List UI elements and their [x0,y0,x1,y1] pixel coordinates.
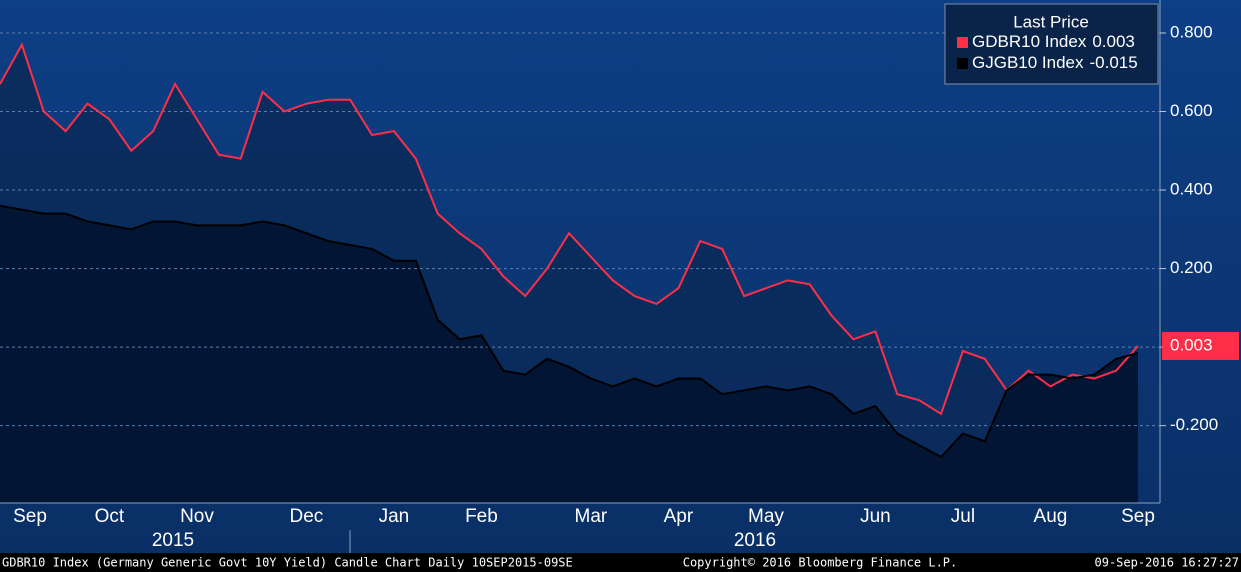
x-tick-label: Sep [1121,506,1155,527]
y-tick-label: 0.400 [1170,180,1213,199]
legend-entry: GJGB10 Index -0.015 [972,53,1138,72]
plot-area [0,32,1160,504]
series-line [0,42,1139,416]
x-tick-label: Jul [951,506,975,527]
x-tick-label: Sep [13,506,47,527]
footer-text: Copyright© 2016 Bloomberg Finance L.P. [683,556,958,570]
footer-text: GDBR10 Index (Germany Generic Govt 10Y Y… [2,556,573,570]
legend-value: -0.015 [1090,53,1138,72]
x-tick-label: Oct [95,506,125,527]
legend-name: GDBR10 Index [972,32,1087,51]
y-tick-label: 0.800 [1170,22,1213,41]
legend-entry: GDBR10 Index 0.003 [972,32,1135,51]
legend-title: Last Price [1013,12,1089,31]
x-tick-label: Jan [379,506,410,527]
y-tick-label: -0.200 [1170,415,1218,434]
footer-text: 09-Sep-2016 16:27:27 [1095,556,1240,570]
year-label: 2015 [152,530,194,551]
x-tick-label: Feb [465,506,498,527]
legend-swatch [957,58,968,69]
last-value-box [1162,331,1239,360]
series-line [0,204,1139,459]
x-tick-label: Dec [289,506,323,527]
area [0,205,1138,503]
legend-value: 0.003 [1092,32,1135,51]
x-tick-label: Jun [860,506,891,527]
legend-box [944,3,1159,85]
x-tick-label: Apr [664,506,694,527]
last-value-label: 0.003 [1170,335,1213,354]
year-label: 2016 [734,530,776,551]
legend-swatch [957,37,968,48]
x-tick-label: Nov [180,506,214,527]
y-tick-label: 0.200 [1170,258,1213,277]
legend: Last Price GDBR10 Index 0.003 GJGB10 Inde… [944,3,1159,85]
legend-name: GJGB10 Index [972,53,1084,72]
x-tick-label: Mar [575,506,608,527]
footer [0,553,1241,572]
x-tick-label: May [748,506,784,527]
x-tick-label: Aug [1034,506,1068,527]
y-tick-label: 0.600 [1170,101,1213,120]
